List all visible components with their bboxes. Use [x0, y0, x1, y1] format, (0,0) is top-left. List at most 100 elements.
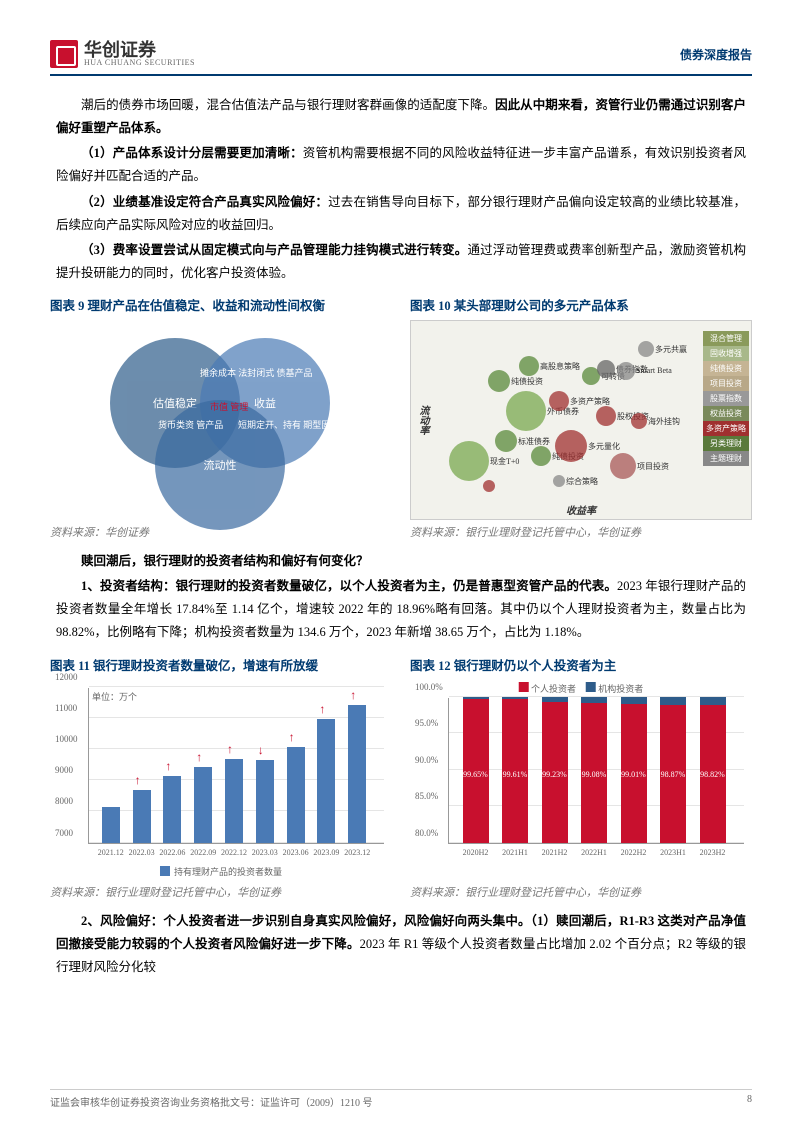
bubble-label: 海外挂钩: [648, 416, 680, 427]
bubble: [483, 480, 495, 492]
x-tick: 2023.03: [252, 848, 278, 857]
y-tick: 11000: [55, 703, 77, 713]
legend-item: 混合管理: [703, 331, 749, 346]
logo: 华创证券 HUA CHUANG SECURITIES: [50, 40, 195, 68]
y-tick: 95.0%: [415, 718, 438, 728]
question-title: 赎回潮后，银行理财的投资者结构和偏好有何变化？: [50, 550, 752, 573]
fig12-legend: 个人投资者 机构投资者: [519, 682, 644, 695]
x-tick: 2022.09: [190, 848, 216, 857]
x-tick: 2023.09: [313, 848, 339, 857]
stacked-bar: 99.23%: [542, 697, 568, 843]
legend-item: 主题理财: [703, 451, 749, 466]
fig11-source: 资料来源：银行业理财登记托管中心，华创证券: [50, 884, 392, 900]
x-tick: 2021H1: [502, 848, 528, 857]
fig10-xaxis: 收益率: [566, 502, 596, 517]
y-tick: 8000: [55, 796, 73, 806]
bar-pct-label: 98.87%: [661, 770, 686, 779]
x-tick: 2022H2: [621, 848, 647, 857]
legend-item: 另类理财: [703, 436, 749, 451]
bubble: [631, 413, 647, 429]
x-tick: 2020H2: [463, 848, 489, 857]
bar-pct-label: 99.23%: [542, 770, 567, 779]
x-tick: 2022.03: [129, 848, 155, 857]
report-type: 债券深度报告: [680, 46, 752, 63]
x-tick: 2021.12: [98, 848, 124, 857]
x-tick: 2021H2: [542, 848, 568, 857]
bubble-label: 综合策略: [566, 476, 598, 487]
bubble: [596, 406, 616, 426]
bubble: [495, 430, 517, 452]
stacked-bar: 98.87%: [660, 697, 686, 843]
bubble-label: 纯债投资: [511, 376, 543, 387]
bubble: [638, 341, 654, 357]
venn-overlap-label: 市值 管理: [210, 402, 248, 413]
y-tick: 7000: [55, 828, 73, 838]
bubble: [553, 475, 565, 487]
legend-item: 权益投资: [703, 406, 749, 421]
x-tick: 2023H2: [700, 848, 726, 857]
fig10-title: 图表 10 某头部理财公司的多元产品体系: [410, 295, 752, 314]
bar-pct-label: 99.65%: [463, 770, 488, 779]
stacked-bar: 99.01%: [621, 697, 647, 843]
x-tick: 2023H1: [660, 848, 686, 857]
bar: [194, 767, 212, 843]
footer-page-num: 8: [747, 1094, 752, 1109]
y-tick: 90.0%: [415, 755, 438, 765]
stacked-bar: 98.82%: [700, 697, 726, 843]
bar-arrow-icon: ↑: [227, 742, 233, 757]
bubble: [597, 360, 615, 378]
legend-item: 多资产策略: [703, 421, 749, 436]
fig9-title: 图表 9 理财产品在估值稳定、收益和流动性间权衡: [50, 295, 392, 314]
y-tick: 100.0%: [415, 682, 443, 692]
bar: [102, 807, 120, 842]
x-tick: 2023.06: [283, 848, 309, 857]
y-tick: 85.0%: [415, 791, 438, 801]
logo-mark: [50, 40, 78, 68]
bubble: [506, 391, 546, 431]
x-tick: 2022.06: [159, 848, 185, 857]
para-5: 2、风险偏好：个人投资者进一步识别自身真实风险偏好，风险偏好向两头集中。（1）赎…: [50, 910, 752, 979]
y-tick: 9000: [55, 765, 73, 775]
bubble-label: 项目投资: [637, 461, 669, 472]
bar: [133, 790, 151, 843]
y-tick: 80.0%: [415, 828, 438, 838]
y-tick: 10000: [55, 734, 78, 744]
x-tick: 2023.12: [344, 848, 370, 857]
para-0: 潮后的债券市场回暖，混合估值法产品与银行理财客群画像的适配度下降。因此从中期来看…: [50, 94, 752, 140]
bubble-label: 现金T+0: [490, 456, 519, 467]
bar: [287, 747, 305, 842]
bubble-label: 多元共赢: [655, 344, 687, 355]
page-header: 华创证券 HUA CHUANG SECURITIES 债券深度报告: [50, 40, 752, 76]
bubble: [617, 362, 635, 380]
bubble: [549, 391, 569, 411]
fig12-source: 资料来源：银行业理财登记托管中心，华创证券: [410, 884, 752, 900]
bar: [225, 759, 243, 842]
fig11-chart: 单位：万个 7000800090001000011000120002021.12…: [50, 680, 392, 880]
bar-arrow-icon: ↑: [319, 702, 325, 717]
bubble: [610, 453, 636, 479]
bar-arrow-icon: ↑: [196, 750, 202, 765]
bubble-label: 多元量化: [588, 441, 620, 452]
para-4: 1、投资者结构：银行理财的投资者数量破亿，以个人投资者为主，仍是普惠型资管产品的…: [50, 575, 752, 644]
bar-pct-label: 98.82%: [700, 770, 725, 779]
fig11-legend: 持有理财产品的投资者数量: [160, 865, 282, 878]
bubble-label: Smart Beta: [636, 366, 672, 375]
x-tick: 2022.12: [221, 848, 247, 857]
fig11-title: 图表 11 银行理财投资者数量破亿，增速有所放缓: [50, 655, 392, 674]
legend-item: 机构投资者: [586, 682, 643, 695]
bubble: [449, 441, 489, 481]
bubble: [519, 356, 539, 376]
bubble-label: 高股息策略: [540, 361, 580, 372]
bar-pct-label: 99.08%: [582, 770, 607, 779]
legend-item: 股票指数: [703, 391, 749, 406]
para-1: （1）产品体系设计分层需要更加清晰：资管机构需要根据不同的风险收益特征进一步丰富…: [50, 142, 752, 188]
fig10-chart: 收益率 流动率 混合管理固收增强纯债投资项目投资股票指数权益投资多资产策略另类理…: [410, 320, 752, 520]
bubble: [531, 446, 551, 466]
bubble: [555, 430, 587, 462]
venn-overlap-label: 货币类资 管产品: [158, 420, 223, 431]
fig9-chart: 估值稳定收益流动性摊余成本 法封闭式 债基产品市值 管理货币类资 管产品短期定开…: [50, 320, 392, 520]
bar-pct-label: 99.01%: [621, 770, 646, 779]
stacked-bar: 99.61%: [502, 697, 528, 843]
page-footer: 证监会审核华创证券投资咨询业务资格批文号：证监许可（2009）1210 号 8: [50, 1089, 752, 1109]
bar: [348, 705, 366, 842]
